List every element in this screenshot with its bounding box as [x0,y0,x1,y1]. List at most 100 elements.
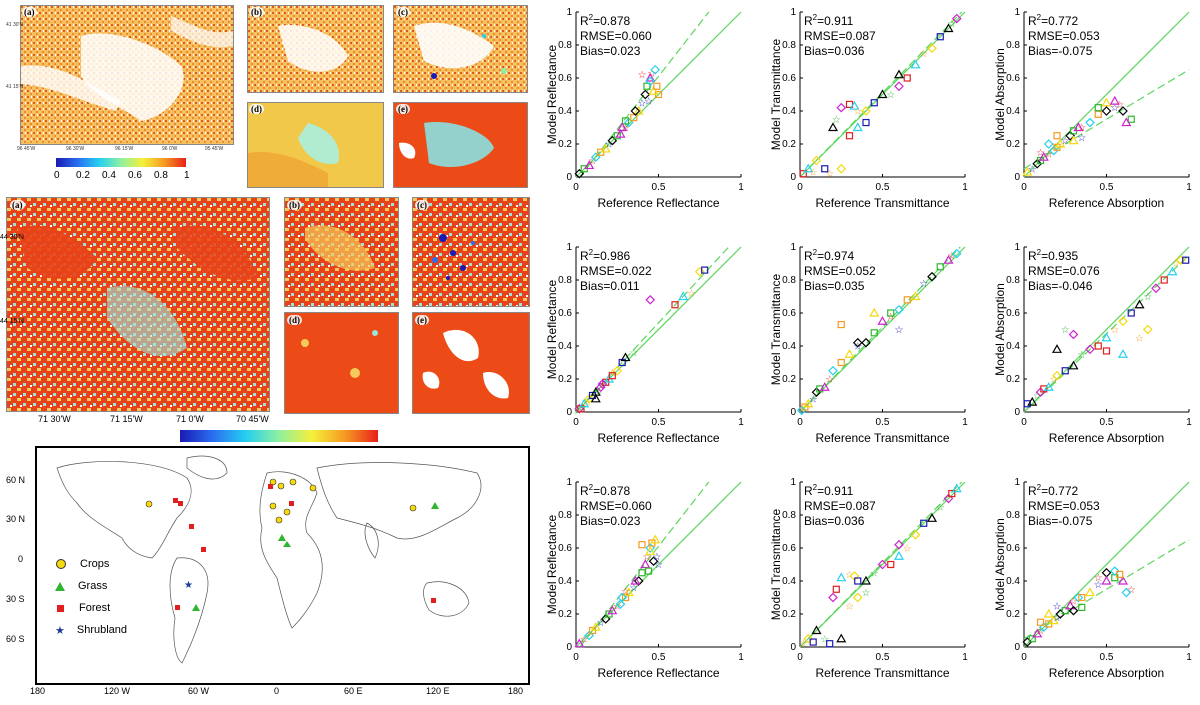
data-point: ☆ [809,394,818,405]
cb-tick-1: 0.2 [76,170,90,181]
data-point [588,391,597,400]
y-tick-label: 0.8 [1006,510,1020,521]
data-point [1167,266,1178,276]
cb-tick-5: 1 [184,170,190,181]
data-point [852,592,863,603]
data-point: ☆ [895,325,904,336]
data-point [1182,256,1190,264]
scatter-plot-r2c3: 0 0.2 0.4 0.6 0.8 1 0 0.5 1 Reference Absorption M… [993,242,1192,445]
data-point: ☆ [820,634,829,645]
data-point: ☆ [580,634,589,645]
data-point [1053,143,1061,151]
forest-marker-icon [57,604,64,612]
fit-line [575,246,730,413]
data-point [633,105,644,115]
top-lon-tick-3: 96 15'W [115,146,134,152]
data-point [638,541,646,549]
mid-panel-c-label: (c) [415,200,429,210]
data-point: ☆ [1077,123,1086,134]
data-point [803,633,814,644]
data-point [1134,299,1145,309]
data-point [645,76,656,87]
data-point [671,301,679,309]
data-point [1048,145,1059,156]
x-tick-label: 0.5 [876,652,890,663]
mid-lat-tick-2: 44 15'N [0,318,24,325]
r2-annotation: R2=0.974 [804,248,854,263]
x-axis-label: Reference Reflectance [597,431,719,445]
fit-line [1023,539,1190,640]
world-lon-60e: 60 E [344,686,363,696]
shrubland-marker-icon: ★ [55,624,65,637]
data-point [1051,344,1063,353]
y-tick-label: 0.6 [558,73,572,84]
top-map-c [393,5,528,93]
y-axis-label: Model Transmittance [769,38,783,150]
y-tick-label: 1 [1014,7,1020,18]
world-map [56,455,482,664]
data-point: ☆ [583,398,592,409]
bias-annotation: Bias=-0.075 [1028,44,1093,58]
data-point: ☆ [936,502,945,513]
data-point [801,403,809,411]
mid-panel-a-label: (a) [10,200,25,210]
data-point [1036,156,1045,165]
data-point [936,263,944,271]
data-point [1094,104,1102,112]
data-point: ☆ [919,49,928,60]
x-axis-label: Reference Absorption [1049,431,1164,445]
data-point [617,122,628,132]
data-point: ☆ [1036,626,1045,637]
one-to-one-line [1023,11,1190,178]
data-point [903,74,911,82]
data-point [852,122,863,132]
data-point: ☆ [573,406,582,417]
data-point [811,625,822,635]
data-point [603,373,615,383]
data-point [590,393,601,403]
world-lon-60w: 60 W [188,686,210,696]
x-tick-label: 0 [1021,652,1027,663]
data-point [1022,637,1033,647]
data-point [827,122,839,132]
data-point [910,529,921,540]
data-point [650,64,661,75]
x-tick-label: 1 [1186,652,1192,663]
data-point [862,118,870,127]
data-point [836,102,847,113]
top-map-e [393,102,528,188]
data-point [836,163,847,174]
data-point: ☆ [1036,148,1045,159]
bias-annotation: Bias=-0.075 [1028,514,1093,528]
y-tick-label: 0.8 [558,40,572,51]
mid-map-d [284,312,399,414]
data-point [1043,608,1054,618]
data-point [893,551,905,560]
scatter-plot-r3c3: 0 0.2 0.4 0.6 0.8 1 0 0.5 1 Reference Absorption M… [993,477,1192,680]
y-tick-label: 0.8 [1006,275,1020,286]
mid-panel-e-label: (e) [415,315,429,325]
scatter-plot-r1c3: 0 0.2 0.4 0.6 0.8 1 0 0.5 1 Reference Absorption M… [993,7,1192,210]
data-point [584,160,595,170]
data-point [828,365,838,376]
data-point [623,587,634,597]
y-axis-label: Model Reflectance [545,279,559,379]
data-point [836,633,847,643]
data-point [870,329,878,337]
bias-annotation: Bias=-0.046 [1028,279,1093,293]
data-point [887,560,895,569]
data-point [597,379,608,389]
north-america-outline [56,461,192,559]
top-map-a [20,5,234,145]
data-point: ☆ [1077,133,1086,144]
data-point: ☆ [1110,103,1119,114]
y-tick-label: 0.4 [558,576,572,587]
data-point: ☆ [886,90,895,101]
y-tick-label: 0.4 [782,341,796,352]
data-point [694,266,705,277]
data-point: ☆ [638,70,647,81]
data-point [1055,138,1066,148]
data-point: ☆ [1127,585,1136,596]
data-point: ☆ [1115,100,1124,111]
data-point [927,43,937,54]
